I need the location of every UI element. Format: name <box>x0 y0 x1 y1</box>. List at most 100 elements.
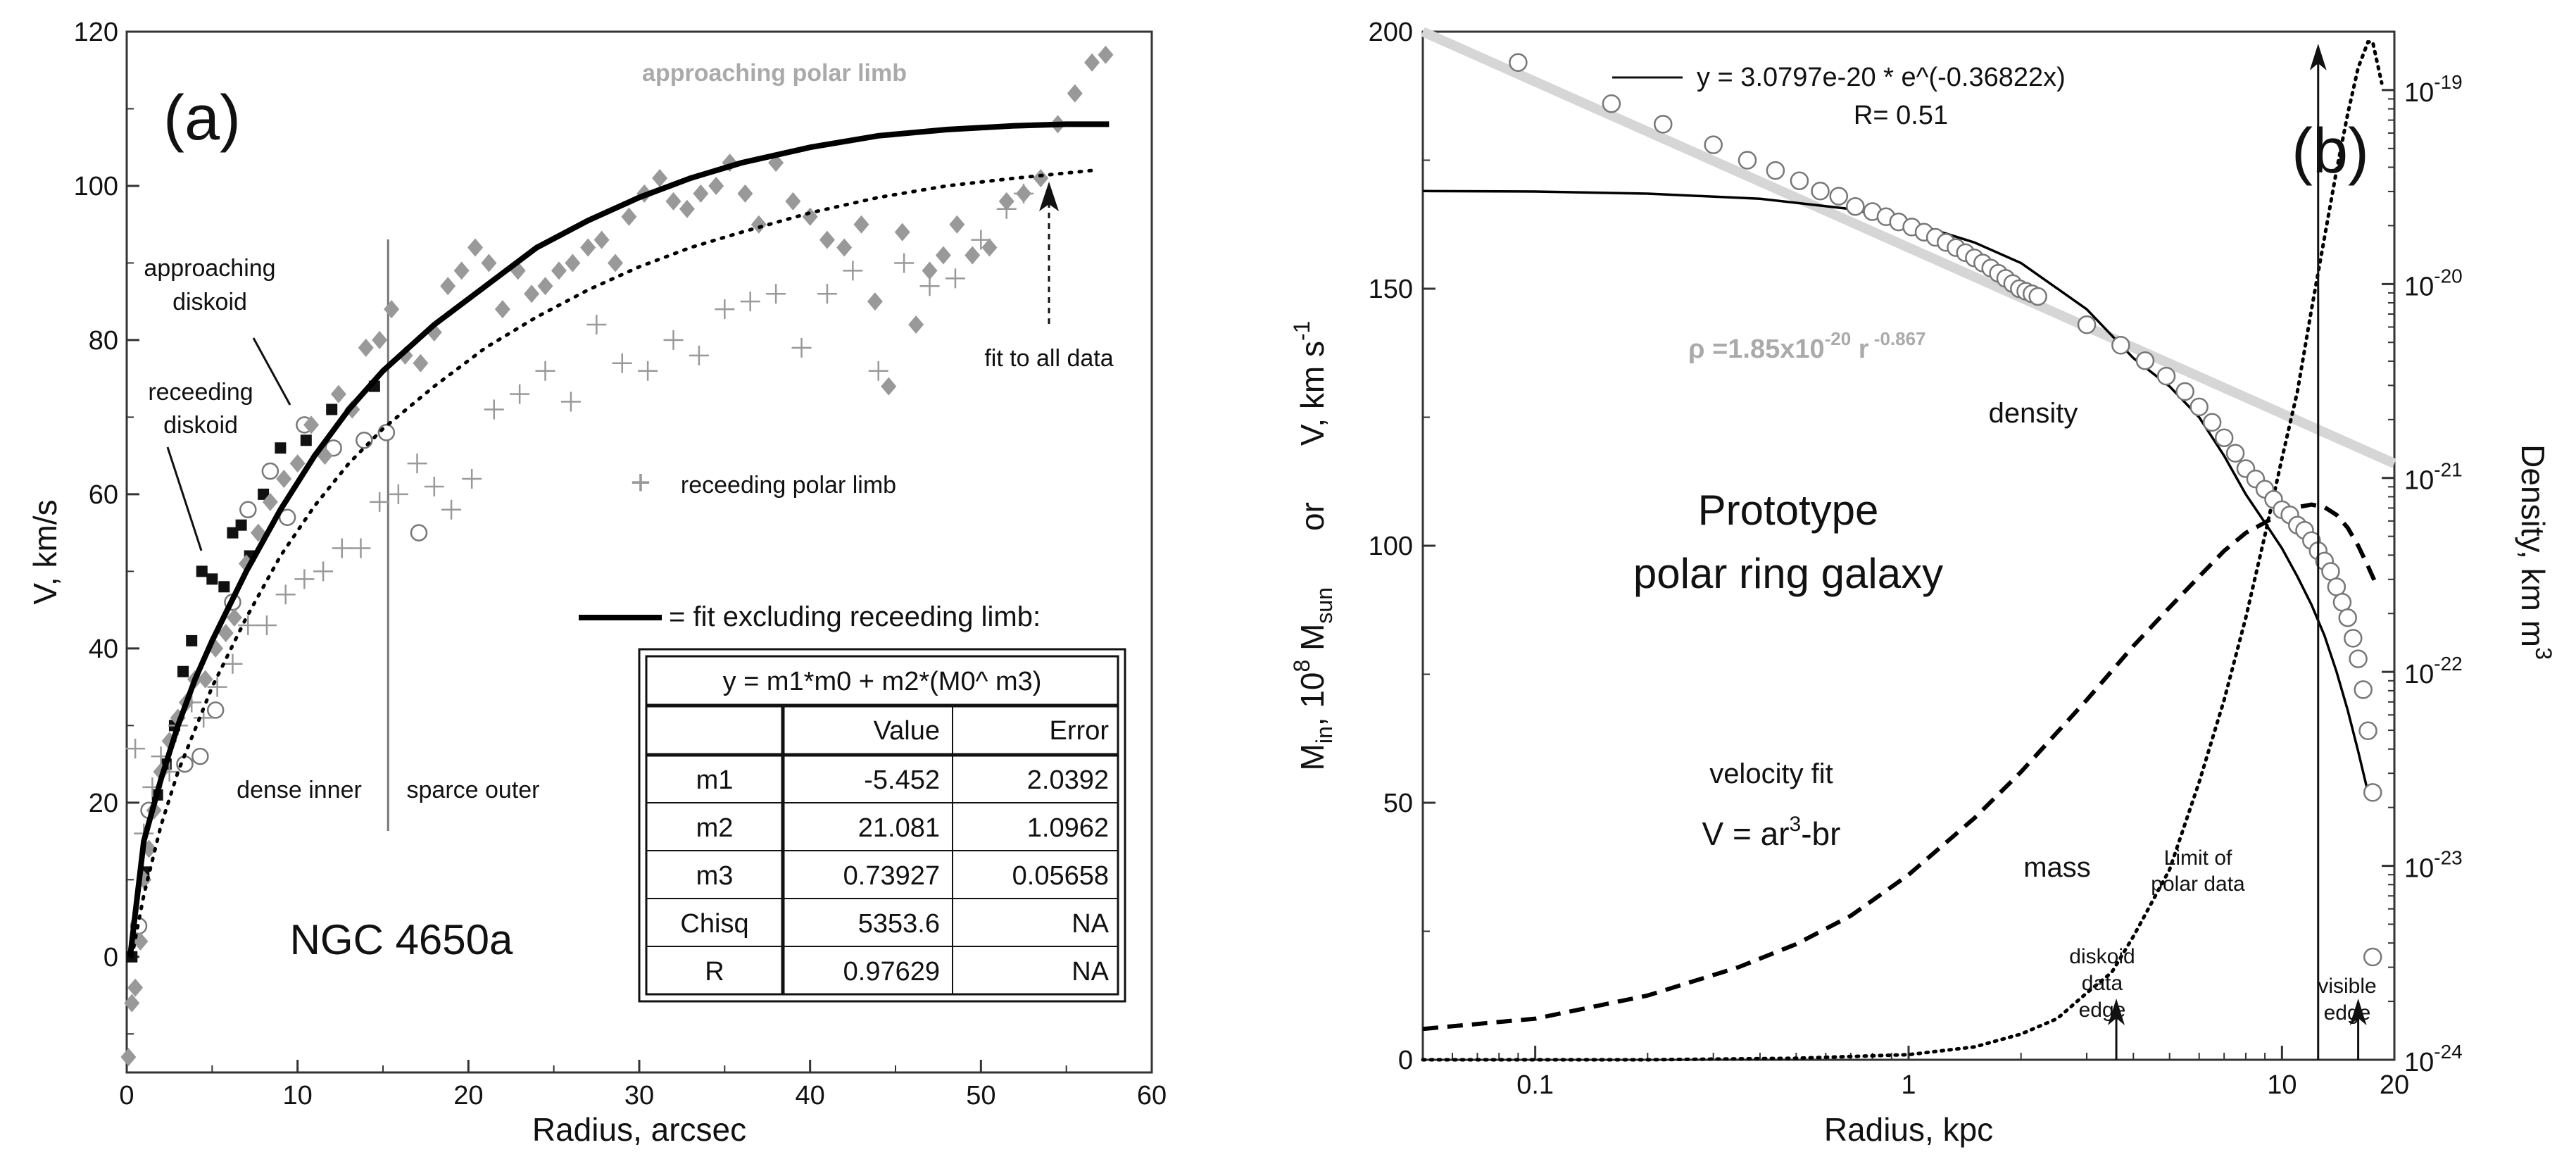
fit-table-param-value: 0.73927 <box>843 861 940 891</box>
receeding-polar-limb-point <box>689 345 709 365</box>
receeding-polar-limb-point <box>351 538 371 558</box>
density-outlier-point <box>2363 947 2382 967</box>
fit-table-header-value: Value <box>874 716 940 746</box>
receeding-polar-limb-point <box>996 199 1017 219</box>
y-tick-label: 100 <box>1369 532 1413 561</box>
powerlaw-label: ρ =1.85x10-20 r -0.867 <box>1688 328 1926 364</box>
ylabel-mid: , 10 <box>1294 672 1331 727</box>
power-law-fit-line <box>1421 27 2396 468</box>
receeding-polar-limb-point <box>638 361 658 381</box>
density-point <box>2189 397 2209 417</box>
density-point <box>2028 287 2047 306</box>
panel-a-title: NGC 4650a <box>290 916 513 963</box>
ylabel-vexp: -1 <box>1289 321 1314 341</box>
approaching-diskoid-point <box>196 565 208 577</box>
exponential-fit-equation: y = 3.0797e-20 * e^(-0.36822x) <box>1697 63 2066 92</box>
receeding-polar-limb-point <box>868 361 888 381</box>
approaching-polar-limb-point <box>358 338 374 357</box>
fit-table-inner-border <box>645 655 1119 996</box>
receeding-diskoid-point <box>239 501 257 519</box>
approaching-polar-limb-point <box>303 415 320 434</box>
panel-b-title-line-1: Prototype <box>1698 487 1879 534</box>
receeding-polar-limb-point <box>370 492 390 512</box>
density-point <box>2077 315 2097 334</box>
fit-table-rows: m1 -5.452 2.0392 m2 21.081 1.0962 m3 0.73927 0.0… <box>680 765 1109 987</box>
receeding-polar-limb-point <box>125 739 146 759</box>
ylabel-msun: M <box>1294 624 1331 660</box>
approaching-polar-limb-point <box>785 192 801 211</box>
label-fit-to-all-data: fit to all data <box>984 345 1113 372</box>
receeding-diskoid-point <box>377 424 396 442</box>
y-tick-label: 20 <box>89 789 118 818</box>
density-axis-text: Density, km m <box>2515 444 2551 647</box>
approaching-polar-limb-point <box>197 670 213 689</box>
label-diskoid-1: diskoid <box>2069 945 2135 968</box>
label-mass: mass <box>2023 852 2091 883</box>
approaching-polar-limb-point <box>551 261 567 280</box>
fit-table-header-error: Error <box>1050 716 1110 746</box>
y-tick-label: 100 <box>74 172 118 201</box>
approaching-polar-limb-point <box>289 454 306 473</box>
approaching-polar-limb-point <box>1084 53 1100 72</box>
approaching-polar-limb-point <box>935 246 951 265</box>
fit-to-all-data-line <box>130 168 1094 959</box>
fit-excluding-receeding-limb-line <box>127 121 1110 958</box>
formula-tail: -br <box>1801 815 1840 852</box>
density-tick-exp: -19 <box>2434 71 2462 93</box>
receeding-polar-limb-point <box>791 337 812 358</box>
receeding-polar-limb-point <box>663 330 684 350</box>
density-point <box>1790 171 1809 190</box>
density-tick-label: 10-19 <box>2404 71 2463 108</box>
density-point <box>2225 444 2245 463</box>
density-point <box>2175 382 2194 401</box>
density-tick-exp: -20 <box>2434 265 2462 287</box>
receeding-polar-limb-point <box>612 353 632 373</box>
y-tick-label: 150 <box>1369 275 1413 304</box>
fit-legend-label: = fit excluding receeding limb: <box>669 601 1041 632</box>
label-approaching-diskoid-2: diskoid <box>172 289 247 315</box>
density-point <box>1829 187 1849 206</box>
panel-a-x-axis-label: Radius, arcsec <box>532 1111 746 1148</box>
approaching-polar-limb-point <box>226 608 242 627</box>
ylabel-or: or <box>1294 502 1331 531</box>
density-point <box>2358 721 2377 741</box>
diskoid-data-edge-arrow-arrowhead <box>2108 999 2125 1025</box>
density-tick-base: 10 <box>2404 78 2434 108</box>
receeding-diskoid-point <box>206 701 225 719</box>
density-point <box>2111 336 2130 355</box>
approaching-polar-limb-point <box>922 261 938 280</box>
receeding-polar-limb-point <box>222 653 243 674</box>
approaching-polar-limb-point <box>693 184 709 203</box>
density-point <box>2363 783 2382 802</box>
x-tick-label: 1 <box>1901 1070 1916 1100</box>
fit-table-equation: y = m1*m0 + m2*(M0^ m3) <box>723 667 1042 696</box>
approaching-diskoid-point <box>258 488 270 500</box>
ylabel-m: M <box>1294 744 1331 770</box>
density-point <box>1654 115 1673 134</box>
y-tick-label: 0 <box>103 943 118 972</box>
approaching-polar-limb-point <box>537 277 553 296</box>
ylabel-in: in <box>1312 726 1337 744</box>
receeding-polar-limb-point <box>535 361 555 381</box>
powerlaw-label-rho: ρ =1.85x10 <box>1688 334 1825 364</box>
x-tick-label: 10 <box>283 1081 313 1110</box>
receeding-polar-limb-point <box>313 561 334 582</box>
label-diskoid-3: edge <box>2079 999 2126 1022</box>
label-limit-1: Limit of <box>2164 846 2232 870</box>
receeding-polar-limb-point <box>332 538 352 558</box>
x-tick-label: 10 <box>2267 1070 2297 1100</box>
velocity-fit-line <box>1422 502 2380 1032</box>
label-sparce-outer: sparce outer <box>407 777 540 803</box>
fit-parameter-table: y = m1*m0 + m2*(M0^ m3) Value Error m1 -5… <box>638 648 1126 1003</box>
approaching-polar-limb-point <box>453 261 470 280</box>
receeding-polar-limb-point <box>843 261 863 281</box>
powerlaw-label-exp2: -0.867 <box>1869 328 1926 349</box>
receeding-diskoid-point <box>261 462 279 480</box>
density-tick-label: 10-22 <box>2404 653 2463 689</box>
receeding-polar-limb-point <box>238 615 258 636</box>
approaching-diskoid-point <box>235 519 247 531</box>
receeding-diskoid-point <box>410 524 428 542</box>
limit-of-polar-data-arrow-arrowhead <box>2309 44 2327 70</box>
label-visible-2: edge <box>2324 1001 2371 1025</box>
